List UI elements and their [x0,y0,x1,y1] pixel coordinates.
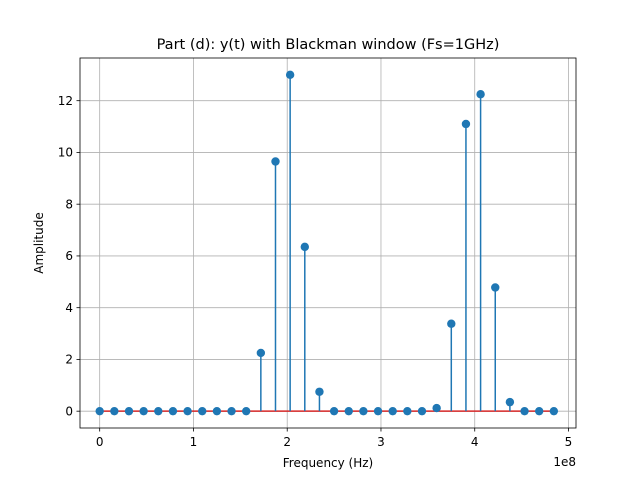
stem-marker [534,406,544,416]
stem-marker [549,406,559,416]
stem-marker [256,348,266,358]
x-axis-offset-label: 1e8 [553,455,576,469]
stem-marker [227,406,236,416]
x-tick-label: 2 [283,435,291,449]
y-tick-label: 12 [58,94,73,108]
stem-marker [95,406,104,416]
data-stems [260,74,511,412]
x-tick-label: 1 [190,435,198,449]
x-tick-label: 4 [471,435,479,449]
stem-marker [124,406,134,416]
stem-marker [300,242,309,252]
stem-marker [315,387,324,396]
stem-marker [359,406,368,416]
y-axis-label: Amplitude [32,212,46,274]
stem-marker [344,406,353,416]
x-tick-label: 5 [565,435,573,449]
y-tick-label: 4 [65,301,73,315]
stem-marker [285,70,295,80]
stem-marker [432,403,441,413]
x-tick-label: 0 [96,435,104,449]
stem-marker [403,406,412,416]
stem-marker [373,406,383,416]
stem-marker [476,90,485,99]
y-tick-label: 2 [65,353,73,367]
stem-marker [491,283,500,292]
data-markers [95,70,559,416]
x-axis-ticks: 0 1 2 3 4 5 [96,428,572,449]
stem-marker [447,319,456,328]
y-tick-label: 10 [58,146,73,160]
stem-marker [271,157,280,166]
stem-marker [417,406,427,416]
stem-marker [183,406,192,416]
stem-marker [139,406,148,416]
stem-marker [388,406,397,416]
stem-marker [110,406,119,416]
stem-marker [520,406,529,416]
grid-lines [80,58,576,428]
y-tick-label: 6 [65,249,73,263]
x-tick-label: 3 [377,435,385,449]
stem-marker [154,406,163,416]
x-axis-label: Frequency (Hz) [283,456,374,470]
stem-marker [198,406,207,416]
y-tick-label: 8 [65,197,73,211]
plot-frame [79,57,577,429]
y-axis-ticks: 0 2 4 6 8 10 12 [58,94,80,418]
stem-marker [505,397,515,407]
y-tick-label: 0 [65,404,73,418]
stem-marker [212,406,222,416]
stem-marker [241,406,251,416]
stem-marker [461,119,471,129]
chart-title: Part (d): y(t) with Blackman window (Fs=… [157,37,500,53]
stem-marker [168,406,178,416]
stem-marker [329,406,339,416]
